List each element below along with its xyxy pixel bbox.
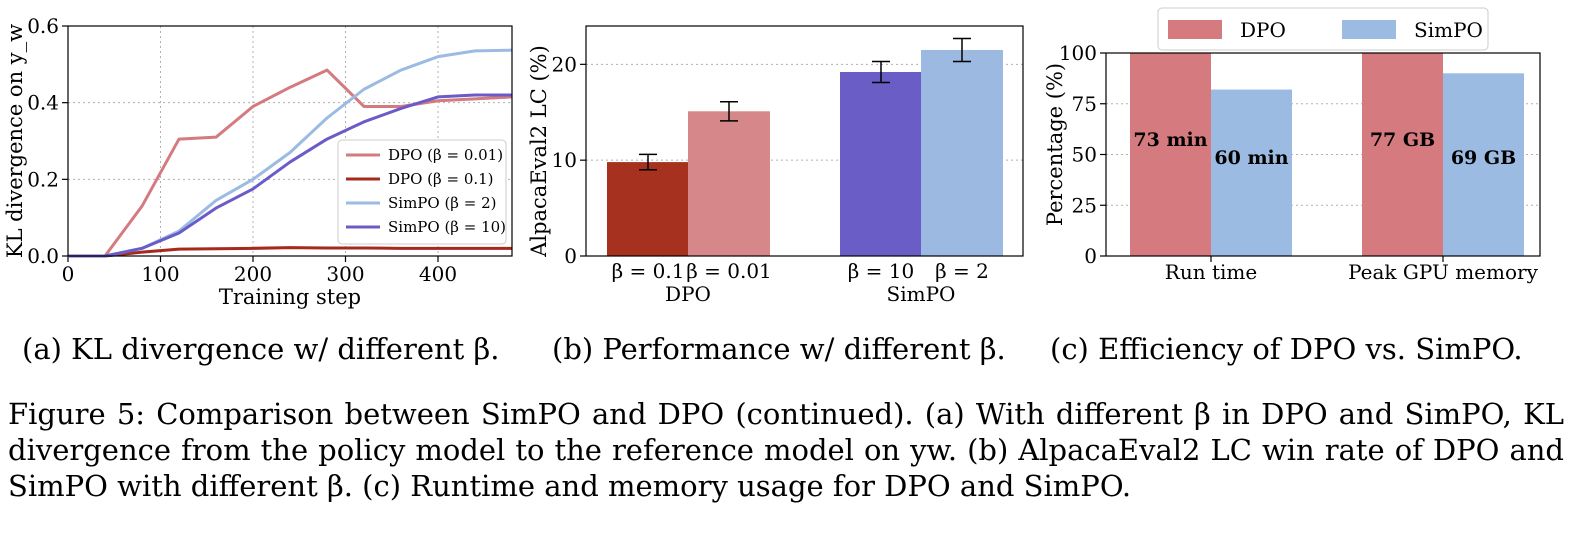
y-tick-label: 0 [564,244,577,268]
y-axis-label: KL divergence on y_w [3,24,27,258]
y-tick-label: 75 [1072,92,1097,116]
x-tick-label: Peak GPU memory [1348,260,1538,284]
bar [688,111,770,257]
x-tick-label: 200 [234,262,272,286]
plot-frame [1105,52,1541,257]
plot-frame [585,25,1024,257]
x-tick-label: 300 [326,262,364,286]
y-tick-label: 50 [1072,143,1097,167]
y-tick-label: 10 [552,148,577,172]
y-tick-label: 0 [1084,244,1097,268]
legend-label: SimPO (β = 10) [388,218,506,236]
subcaption-b: (b) Performance w/ different β. [552,332,1006,366]
subcaption-c: (c) Efficiency of DPO vs. SimPO. [1050,332,1523,366]
bar [607,162,689,256]
series-line [68,246,512,258]
legend-label: SimPO (β = 2) [388,194,496,212]
alpacaeval-bar-chart: 0 10 20 β = 0.1 β = 0.01 β = 10 β = 2 DPO SimPO A… [527,25,1024,306]
y-axis-label: Percentage (%) [1043,63,1067,226]
y-tick-label: 0.6 [27,14,59,38]
bar-value-label: 77 GB [1370,129,1435,151]
group-label: SimPO [887,282,956,306]
bar [921,49,1003,257]
group-label: DPO [665,282,711,306]
legend-label: DPO [1240,18,1286,42]
y-tick-label: 100 [1059,41,1097,65]
kl-divergence-chart: 0.0 0.2 0.4 0.6 0 100 200 300 400 DPO (β = 0.01) D… [3,14,513,309]
figure-caption: Figure 5: Comparison between SimPO and D… [8,397,1564,503]
x-tick-label: 100 [141,262,179,286]
x-tick-label: 0 [62,262,75,286]
series-line [68,93,512,258]
x-axis-label: Training step [219,285,361,309]
y-tick-label: 0.0 [27,244,59,268]
bar-value-label: 73 min [1133,129,1207,151]
bar-label: β = 2 [935,259,989,283]
legend-box [337,139,507,245]
x-tick-label: 400 [419,262,457,286]
y-axis-label: AlpacaEval2 LC (%) [527,45,551,258]
bar-label: β = 10 [848,259,914,283]
legend-swatch [1342,20,1396,39]
y-tick-label: 20 [552,52,577,76]
subcaption-a: (a) KL divergence w/ different β. [22,332,500,366]
y-tick-label: 25 [1072,193,1097,217]
bar [1211,89,1292,256]
bar [1130,53,1211,256]
y-tick-label: 0.4 [27,91,59,115]
legend-label: DPO (β = 0.01) [388,146,503,164]
series-line [68,68,513,258]
bar-value-label: 60 min [1214,147,1288,169]
bar [840,72,922,256]
y-tick-label: 0.2 [27,167,59,191]
bar-label: β = 0.01 [686,259,772,283]
legend-label: SimPO [1414,18,1483,42]
bar-label: β = 0.1 [612,259,685,283]
x-tick-label: Run time [1165,260,1257,284]
legend-label: DPO (β = 0.1) [388,170,494,188]
plot-frame [67,25,513,257]
efficiency-bar-chart: 0 25 50 75 100 Run time 73 min 60 min Peak GPU m… [1043,7,1541,284]
bar [1443,73,1524,256]
bar-value-label: 69 GB [1451,147,1516,169]
bar [1362,53,1443,256]
legend-box [1157,7,1489,51]
legend-swatch [1168,20,1222,39]
